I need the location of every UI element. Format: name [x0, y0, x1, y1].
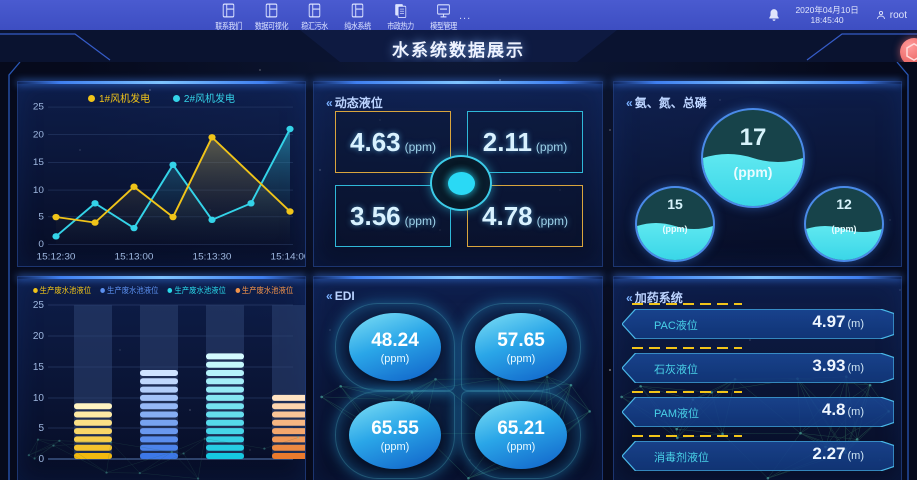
svg-text:5: 5	[38, 212, 44, 222]
svg-text:5: 5	[38, 423, 44, 434]
svg-text:10: 10	[33, 393, 45, 404]
svg-text:15:12:30: 15:12:30	[37, 252, 76, 262]
svg-text:15:13:00: 15:13:00	[115, 252, 154, 262]
svg-text:15: 15	[33, 158, 44, 168]
svg-text:10: 10	[33, 185, 44, 195]
svg-text:20: 20	[33, 331, 45, 342]
svg-text:15: 15	[33, 362, 45, 373]
svg-text:0: 0	[38, 454, 44, 465]
svg-text:20: 20	[33, 130, 44, 140]
svg-text:0: 0	[38, 240, 44, 250]
svg-text:25: 25	[33, 300, 45, 311]
svg-text:15:14:00: 15:14:00	[271, 252, 305, 262]
svg-text:15:13:30: 15:13:30	[193, 252, 232, 262]
